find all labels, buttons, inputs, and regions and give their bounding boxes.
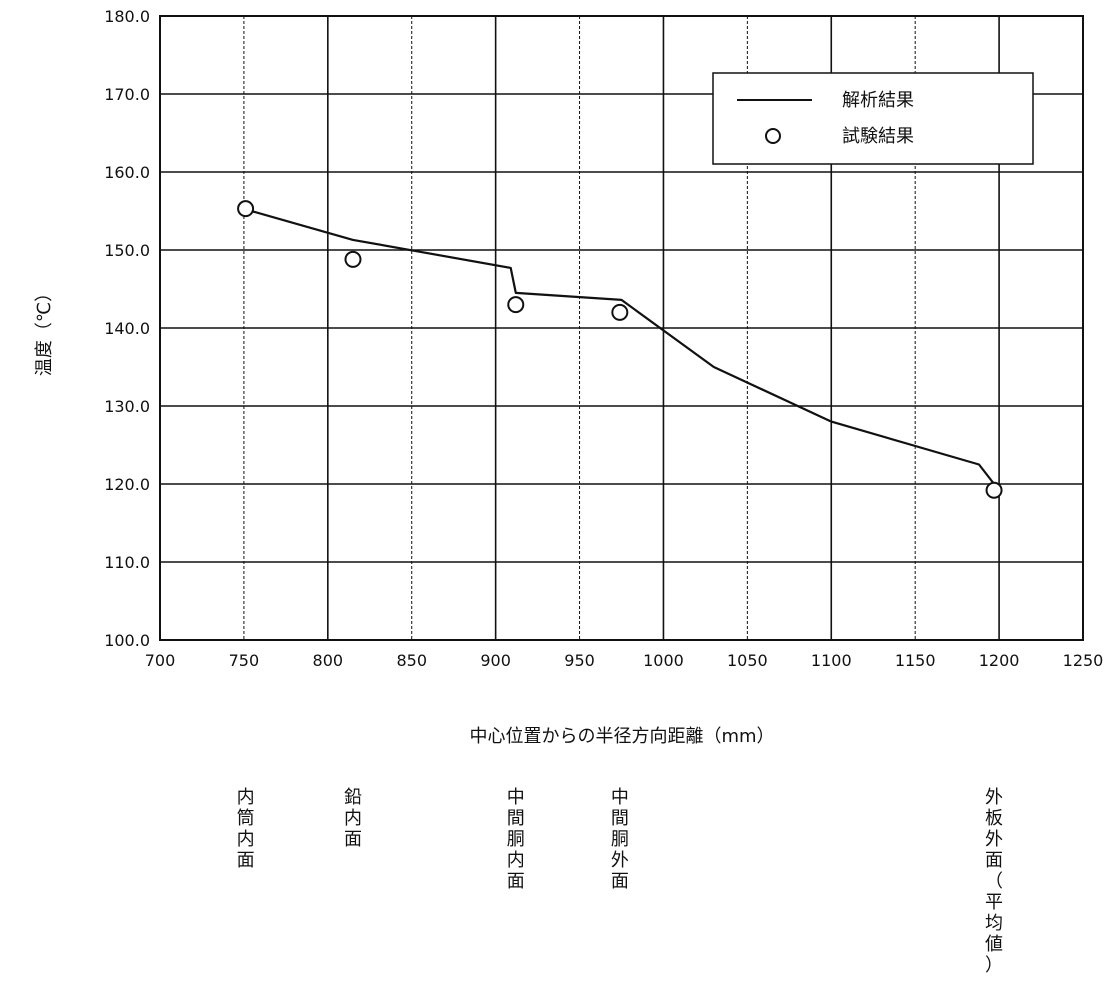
x-tick-label: 900	[480, 651, 511, 670]
x-tick-labels: 700 750 800 850 900 950 1000 1050 1100 1150 1200 12…	[145, 651, 1104, 670]
position-label-char: 面	[611, 871, 629, 892]
series	[237, 200, 1003, 499]
x-tick-label: 1050	[727, 651, 768, 670]
position-label-char: 均	[985, 913, 1003, 934]
x-tick-label: 1000	[643, 651, 684, 670]
data-point-test	[237, 200, 255, 218]
data-point-test	[344, 250, 362, 268]
position-label-char: 内	[237, 787, 255, 808]
position-label-char: 中	[611, 787, 629, 808]
y-tick-label: 160.0	[104, 163, 150, 182]
position-label-char: 胴	[507, 829, 525, 850]
x-tick-label: 700	[145, 651, 176, 670]
position-label-char: 外	[985, 829, 1003, 850]
x-tick-label: 800	[313, 651, 344, 670]
x-tick-label: 1250	[1063, 651, 1104, 670]
x-tick-label: 850	[396, 651, 427, 670]
position-label-char: 内	[237, 829, 255, 850]
x-axis-title: 中心位置からの半径方向距離（mm）	[469, 726, 774, 747]
position-label-char: 外	[611, 850, 629, 871]
position-label-char: 内	[507, 850, 525, 871]
x-tick-label: 1100	[811, 651, 852, 670]
position-label-char: ）	[985, 955, 1003, 976]
x-tick-label: 950	[564, 651, 595, 670]
y-tick-label: 150.0	[104, 241, 150, 260]
y-tick-label: 130.0	[104, 397, 150, 416]
position-label-char: 間	[611, 808, 629, 829]
legend-circle-swatch	[765, 128, 781, 144]
y-axis-title: 温度（℃）	[34, 284, 55, 376]
legend: 解析結果 試験結果	[712, 72, 1034, 165]
data-point-test	[611, 303, 629, 321]
position-label-char: 筒	[237, 808, 255, 829]
legend-label-test: 試験結果	[842, 126, 914, 147]
y-tick-label: 120.0	[104, 475, 150, 494]
x-tick-label: 750	[229, 651, 260, 670]
legend-label-analysis: 解析結果	[842, 90, 914, 111]
plot-frame	[159, 15, 1084, 641]
data-point-test	[985, 481, 1003, 499]
position-label-char: 値	[985, 934, 1003, 955]
y-tick-label: 170.0	[104, 85, 150, 104]
y-tick-label: 140.0	[104, 319, 150, 338]
position-label: 鉛内面	[344, 787, 362, 850]
y-tick-label: 180.0	[104, 7, 150, 26]
position-label-char: 外	[985, 787, 1003, 808]
position-label-char: 胴	[611, 829, 629, 850]
legend-box	[712, 72, 1034, 165]
position-label-char: 内	[344, 808, 362, 829]
series-line-analysis	[245, 208, 995, 485]
position-label-char: 板	[985, 808, 1003, 829]
position-label-char: 間	[507, 808, 525, 829]
plot-border	[159, 15, 1084, 641]
position-label-char: 平	[985, 892, 1003, 913]
x-tick-label: 1200	[979, 651, 1020, 670]
x-tick-label: 1150	[895, 651, 936, 670]
y-tick-label: 100.0	[104, 631, 150, 650]
position-label-char: 鉛	[344, 787, 362, 808]
position-label-char: 面	[985, 850, 1003, 871]
y-tick-labels: 100.0 110.0 120.0 130.0 140.0 150.0 160.0 170.0…	[104, 7, 150, 650]
position-label-char: 面	[344, 829, 362, 850]
position-label-char: 中	[507, 787, 525, 808]
data-point-test	[507, 296, 525, 314]
y-tick-label: 110.0	[104, 553, 150, 572]
position-label-char: 面	[237, 850, 255, 871]
position-label-char: 面	[507, 871, 525, 892]
position-label-char: （	[985, 871, 1003, 892]
